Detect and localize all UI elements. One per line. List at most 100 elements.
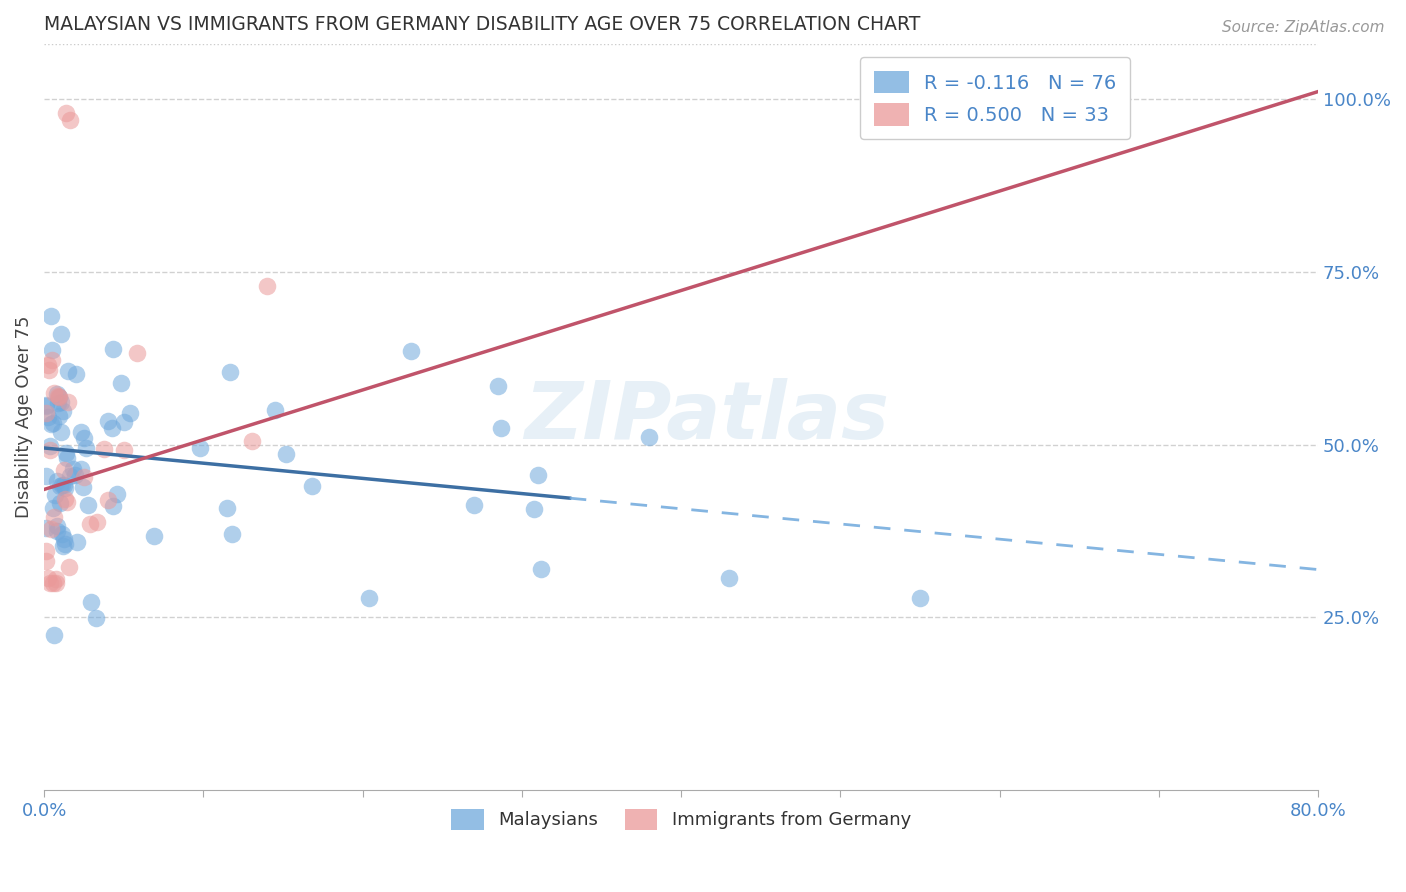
Point [37,571,59,585]
Point [39,522,62,536]
Point [188,441,211,455]
Text: MALAYSIAN VS IMMIGRANTS FROM GERMANY DISABILITY AGE OVER 75 CORRELATION CHART: MALAYSIAN VS IMMIGRANTS FROM GERMANY DIS… [44,15,921,34]
Point [93,442,115,456]
Point [101,421,124,435]
Point [48,390,70,404]
Point [53,537,76,551]
Point [79,516,101,531]
Point [486,378,509,392]
Point [463,498,485,512]
Point [42,501,65,516]
Point [101,342,124,356]
Point [523,502,546,516]
Point [56,451,79,466]
Point [142,529,165,543]
Point [49,327,72,342]
Point [399,344,422,359]
Point [105,487,128,501]
Point [44,386,66,401]
Point [73,431,96,445]
Point [51,478,73,492]
Point [35,399,58,413]
Point [42,509,65,524]
Point [39,443,62,458]
Point [72,480,94,494]
Point [717,571,740,585]
Point [35,468,58,483]
Point [274,448,297,462]
Point [69,425,91,440]
Point [62,462,84,476]
Point [44,488,66,502]
Point [39,309,62,323]
Point [55,446,77,460]
Point [58,363,80,377]
Point [53,533,76,547]
Point [39,575,62,590]
Point [52,403,75,417]
Point [101,499,124,513]
Point [301,479,323,493]
Legend: Malaysians, Immigrants from Germany: Malaysians, Immigrants from Germany [444,802,918,837]
Point [218,365,240,379]
Point [51,425,73,439]
Point [125,346,148,360]
Point [76,498,98,512]
Point [48,390,70,404]
Point [58,559,80,574]
Point [37,409,59,424]
Point [41,352,63,367]
Point [45,575,67,590]
Point [51,394,73,409]
Point [357,591,380,606]
Point [45,572,67,586]
Point [56,394,79,409]
Point [908,591,931,605]
Point [53,481,76,495]
Point [53,491,76,506]
Point [264,403,287,417]
Point [55,106,77,120]
Point [35,398,58,412]
Point [49,496,72,510]
Point [42,416,65,430]
Point [38,439,60,453]
Point [35,521,58,535]
Point [221,526,243,541]
Point [256,278,278,293]
Y-axis label: Disability Age Over 75: Disability Age Over 75 [15,316,32,518]
Point [51,526,73,541]
Text: Source: ZipAtlas.com: Source: ZipAtlas.com [1222,20,1385,35]
Point [42,575,65,590]
Point [46,475,69,489]
Point [49,479,72,493]
Point [217,500,239,515]
Point [35,406,58,420]
Point [97,492,120,507]
Point [52,539,75,553]
Point [53,478,76,492]
Point [120,406,142,420]
Point [73,470,96,484]
Point [53,462,76,476]
Point [489,420,512,434]
Point [35,544,58,558]
Text: ZIPatlas: ZIPatlas [524,378,889,456]
Point [97,414,120,428]
Point [59,469,82,483]
Point [56,494,79,508]
Point [46,395,69,409]
Point [638,430,661,444]
Point [41,343,63,357]
Point [240,434,263,449]
Point [37,359,59,373]
Point [86,516,108,530]
Point [70,462,93,476]
Point [38,363,60,377]
Point [58,112,80,127]
Point [530,562,553,576]
Point [42,628,65,642]
Point [110,376,132,391]
Point [112,443,135,458]
Point [46,387,69,401]
